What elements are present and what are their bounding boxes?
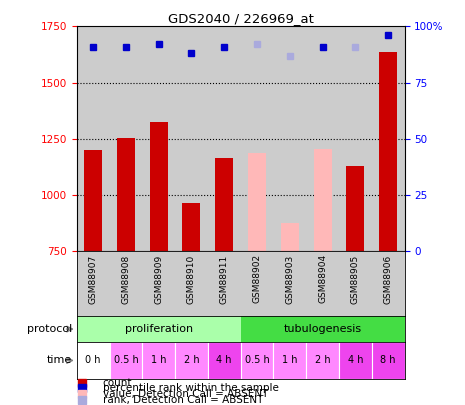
Bar bbox=[372, 342, 405, 379]
Text: protocol: protocol bbox=[27, 324, 72, 334]
Text: 0 h: 0 h bbox=[86, 356, 101, 365]
Text: GSM88907: GSM88907 bbox=[89, 254, 98, 304]
Text: 1 h: 1 h bbox=[151, 356, 166, 365]
Bar bbox=[273, 342, 306, 379]
Bar bbox=[379, 52, 397, 251]
Bar bbox=[77, 342, 110, 379]
Text: GSM88908: GSM88908 bbox=[121, 254, 130, 304]
Text: 2 h: 2 h bbox=[184, 356, 199, 365]
Text: GSM88906: GSM88906 bbox=[384, 254, 392, 304]
Bar bbox=[117, 138, 135, 251]
Text: time: time bbox=[47, 356, 72, 365]
Text: GSM88903: GSM88903 bbox=[286, 254, 294, 304]
Bar bbox=[142, 342, 175, 379]
Bar bbox=[306, 342, 339, 379]
Text: 4 h: 4 h bbox=[217, 356, 232, 365]
Text: GSM88910: GSM88910 bbox=[187, 254, 196, 304]
Bar bbox=[215, 158, 233, 251]
Bar bbox=[150, 122, 168, 251]
Text: GSM88902: GSM88902 bbox=[252, 254, 261, 303]
Title: GDS2040 / 226969_at: GDS2040 / 226969_at bbox=[168, 12, 313, 25]
Text: GSM88904: GSM88904 bbox=[318, 254, 327, 303]
Bar bbox=[77, 316, 241, 342]
Bar bbox=[248, 153, 266, 251]
Text: percentile rank within the sample: percentile rank within the sample bbox=[103, 384, 279, 393]
Text: tubulogenesis: tubulogenesis bbox=[284, 324, 362, 334]
Bar bbox=[281, 223, 299, 251]
Bar bbox=[339, 342, 372, 379]
Text: 1 h: 1 h bbox=[282, 356, 298, 365]
Bar bbox=[241, 316, 405, 342]
Text: 8 h: 8 h bbox=[380, 356, 396, 365]
Text: count: count bbox=[103, 377, 132, 388]
Text: 2 h: 2 h bbox=[315, 356, 331, 365]
Text: GSM88911: GSM88911 bbox=[220, 254, 229, 304]
Bar bbox=[175, 342, 208, 379]
Text: proliferation: proliferation bbox=[125, 324, 193, 334]
Text: 4 h: 4 h bbox=[348, 356, 363, 365]
Text: value, Detection Call = ABSENT: value, Detection Call = ABSENT bbox=[103, 389, 268, 399]
Text: GSM88905: GSM88905 bbox=[351, 254, 360, 304]
Text: GSM88909: GSM88909 bbox=[154, 254, 163, 304]
Bar bbox=[208, 342, 241, 379]
Text: 0.5 h: 0.5 h bbox=[113, 356, 138, 365]
Text: 0.5 h: 0.5 h bbox=[245, 356, 269, 365]
Bar bbox=[182, 203, 200, 251]
Bar bbox=[84, 150, 102, 251]
Bar bbox=[109, 342, 142, 379]
Bar bbox=[241, 342, 273, 379]
Bar bbox=[346, 166, 365, 251]
Bar bbox=[313, 149, 332, 251]
Text: rank, Detection Call = ABSENT: rank, Detection Call = ABSENT bbox=[103, 395, 263, 405]
